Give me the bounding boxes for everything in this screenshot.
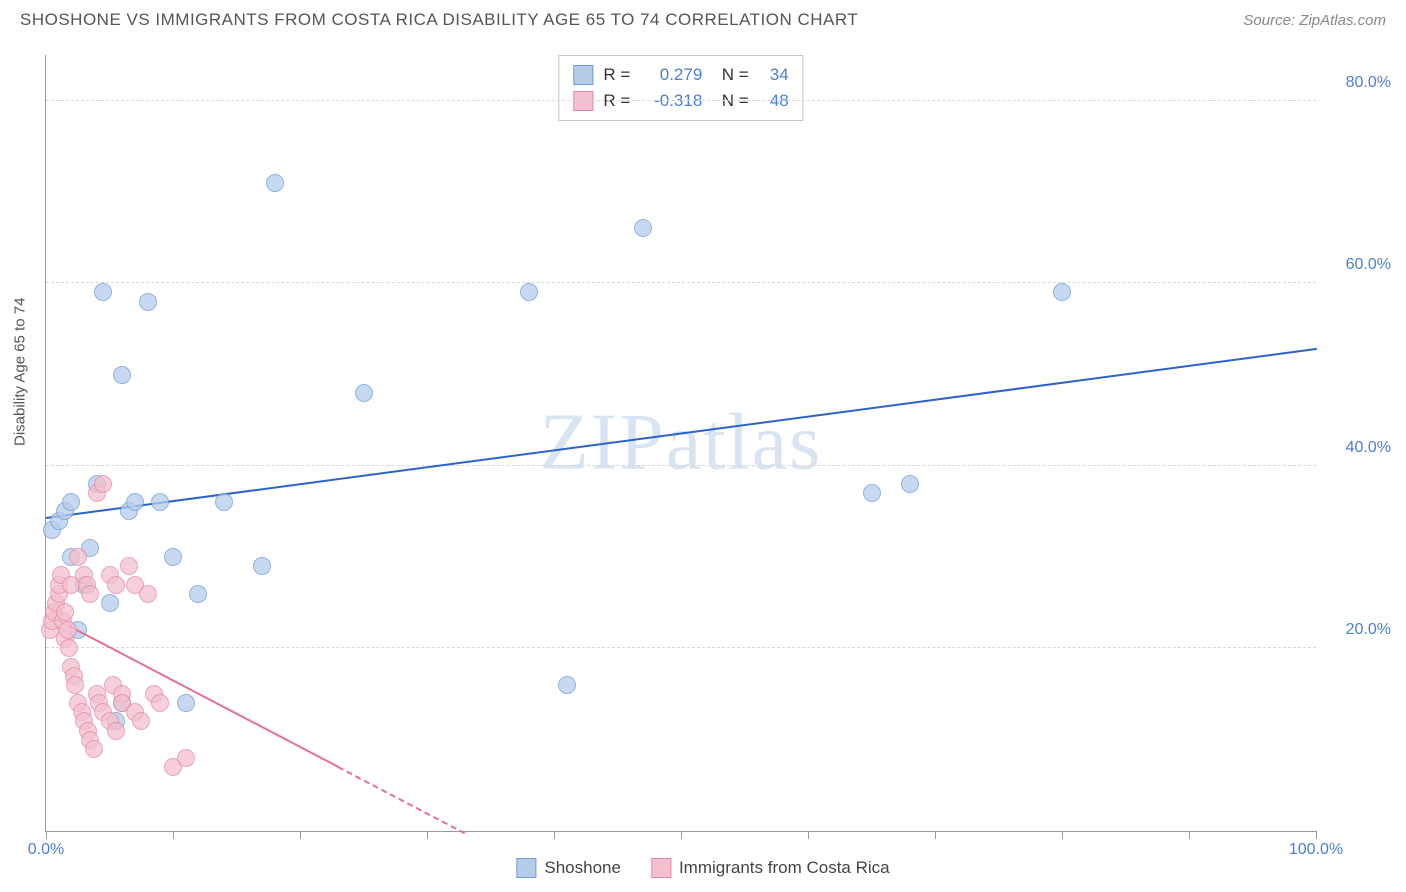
- legend-series-name: Shoshone: [544, 858, 621, 878]
- x-tick: [173, 831, 174, 839]
- data-point: [107, 576, 125, 594]
- scatter-plot-area: ZIPatlas R =0.279 N =34R =-0.318 N =48 2…: [45, 55, 1316, 832]
- y-tick-label: 80.0%: [1321, 74, 1391, 92]
- x-tick: [935, 831, 936, 839]
- y-axis-label: Disability Age 65 to 74: [12, 298, 29, 446]
- data-point: [132, 712, 150, 730]
- legend-swatch: [516, 858, 536, 878]
- x-tick: [1062, 831, 1063, 839]
- data-point: [101, 594, 119, 612]
- data-point: [253, 557, 271, 575]
- data-point: [901, 475, 919, 493]
- data-point: [634, 219, 652, 237]
- data-point: [266, 174, 284, 192]
- x-tick: [1189, 831, 1190, 839]
- data-point: [62, 493, 80, 511]
- data-point: [558, 676, 576, 694]
- legend-series-name: Immigrants from Costa Rica: [679, 858, 890, 878]
- data-point: [59, 621, 77, 639]
- data-point: [56, 603, 74, 621]
- data-point: [81, 585, 99, 603]
- data-point: [177, 749, 195, 767]
- legend-n-value: 48: [759, 88, 789, 114]
- data-point: [520, 283, 538, 301]
- data-point: [177, 694, 195, 712]
- data-point: [94, 283, 112, 301]
- data-point: [215, 493, 233, 511]
- correlation-legend: R = 0.279 N = 34 R = -0.318 N = 48: [558, 55, 803, 121]
- source-attribution: Source: ZipAtlas.com: [1243, 12, 1386, 29]
- series-legend: Shoshone Immigrants from Costa Rica: [516, 858, 889, 878]
- grid-line-h: [46, 100, 1316, 101]
- x-tick: [300, 831, 301, 839]
- data-point: [164, 548, 182, 566]
- legend-swatch: [573, 65, 593, 85]
- x-tick: [681, 831, 682, 839]
- data-point: [355, 384, 373, 402]
- data-point: [151, 493, 169, 511]
- x-tick: [46, 831, 47, 839]
- legend-r-label: R =: [603, 62, 630, 88]
- watermark-text: ZIPatlas: [540, 398, 823, 489]
- legend-item: Immigrants from Costa Rica: [651, 858, 890, 878]
- y-tick-label: 60.0%: [1321, 256, 1391, 274]
- chart-title: SHOSHONE VS IMMIGRANTS FROM COSTA RICA D…: [20, 10, 858, 30]
- x-tick: [1316, 831, 1317, 839]
- data-point: [120, 557, 138, 575]
- trend-line: [46, 348, 1317, 519]
- legend-r-value: -0.318: [640, 88, 702, 114]
- x-tick-label: 0.0%: [28, 841, 64, 859]
- legend-r-value: 0.279: [640, 62, 702, 88]
- y-tick-label: 20.0%: [1321, 621, 1391, 639]
- data-point: [69, 548, 87, 566]
- data-point: [863, 484, 881, 502]
- x-tick: [808, 831, 809, 839]
- data-point: [139, 293, 157, 311]
- data-point: [126, 493, 144, 511]
- legend-row: R = -0.318 N = 48: [573, 88, 788, 114]
- data-point: [94, 475, 112, 493]
- legend-r-label: R =: [603, 88, 630, 114]
- data-point: [189, 585, 207, 603]
- data-point: [113, 366, 131, 384]
- trend-line-dashed: [338, 766, 466, 834]
- grid-line-h: [46, 282, 1316, 283]
- x-tick: [427, 831, 428, 839]
- legend-n-label: N =: [712, 62, 748, 88]
- grid-line-h: [46, 647, 1316, 648]
- data-point: [85, 740, 103, 758]
- data-point: [151, 694, 169, 712]
- legend-item: Shoshone: [516, 858, 621, 878]
- source-label: Source:: [1243, 12, 1295, 29]
- x-tick: [554, 831, 555, 839]
- data-point: [60, 639, 78, 657]
- legend-swatch: [651, 858, 671, 878]
- y-tick-label: 40.0%: [1321, 439, 1391, 457]
- source-name: ZipAtlas.com: [1299, 12, 1386, 29]
- legend-n-label: N =: [712, 88, 748, 114]
- data-point: [107, 722, 125, 740]
- legend-n-value: 34: [759, 62, 789, 88]
- data-point: [66, 676, 84, 694]
- data-point: [1053, 283, 1071, 301]
- legend-row: R = 0.279 N = 34: [573, 62, 788, 88]
- x-tick-label: 100.0%: [1289, 841, 1343, 859]
- legend-swatch: [573, 91, 593, 111]
- grid-line-h: [46, 465, 1316, 466]
- data-point: [139, 585, 157, 603]
